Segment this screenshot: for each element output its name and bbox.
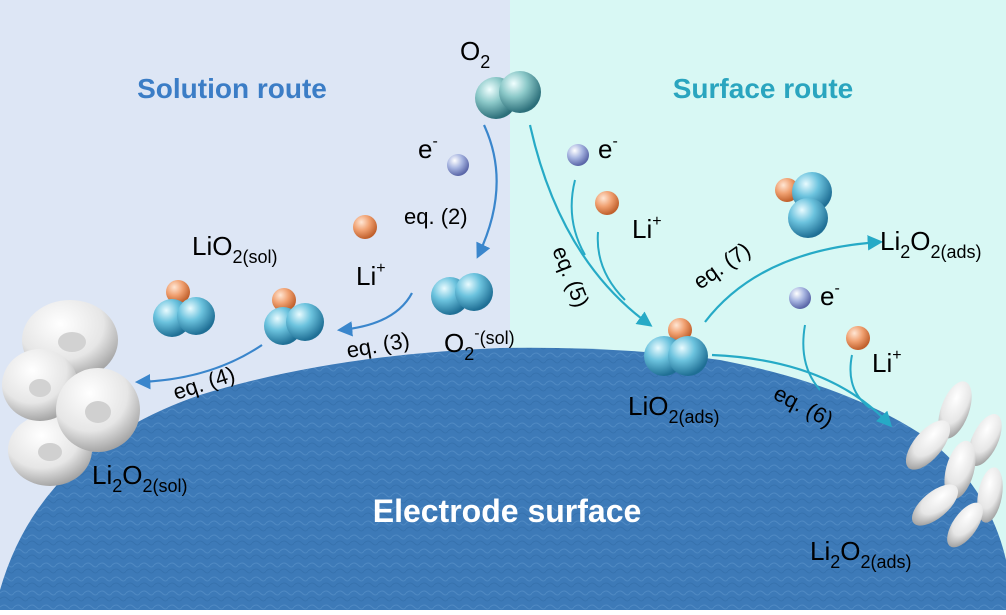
- lithium-ion-icon: [846, 326, 870, 350]
- li2o2-ads-particles-icon: [905, 381, 1003, 548]
- eq6-arrow: [711, 353, 893, 428]
- eq5-arrow: [528, 124, 653, 327]
- electron-label: e-: [598, 133, 618, 164]
- electrode-surface-label: Electrode surface: [373, 493, 642, 529]
- lithium-ion-icon: [353, 215, 377, 239]
- superoxide-molecule-icon: [431, 273, 493, 315]
- electron-icon: [567, 144, 589, 166]
- eq6-electron-path: [802, 324, 821, 391]
- li-plus-label: Li+: [356, 260, 386, 291]
- lio2-molecule-icon: [775, 172, 832, 238]
- eq6-lithium-path: [849, 354, 871, 409]
- electron-icon: [447, 154, 469, 176]
- li2o2-ads-label-bottom: Li2O2(ads): [810, 536, 912, 572]
- electron-icon: [789, 287, 811, 309]
- eq2-arrow: [476, 124, 498, 259]
- lio2-sol-molecule-icon: [264, 288, 324, 345]
- lio2-sol-label: LiO2(sol): [192, 231, 277, 267]
- li-plus-label: Li+: [632, 213, 662, 244]
- lio2-sol-molecule-icon: [153, 280, 215, 337]
- electron-label: e-: [820, 280, 840, 311]
- li-plus-label: Li+: [872, 347, 902, 378]
- solution-route-title: Solution route: [137, 73, 327, 104]
- o2-molecule-icon: [475, 71, 541, 119]
- surface-route-title: Surface route: [673, 73, 854, 104]
- li2o2-ads-label-top: Li2O2(ads): [880, 226, 982, 262]
- lithium-ion-icon: [595, 191, 619, 215]
- eq7-arrow: [704, 235, 884, 323]
- lio2-ads-molecule-icon: [644, 318, 708, 376]
- eq4-arrow: [134, 344, 263, 390]
- eq5-lithium-path: [596, 231, 626, 301]
- eq2-label: eq. (2): [404, 204, 468, 229]
- electron-label: e-: [418, 133, 438, 164]
- li2o2-sol-particles-icon: [2, 300, 140, 486]
- eq3-arrow: [336, 292, 413, 337]
- o2-label: O2: [460, 36, 490, 72]
- li2o2-sol-label: Li2O2(sol): [92, 460, 188, 496]
- lio2-ads-label: LiO2(ads): [628, 391, 720, 427]
- electrode-surface: [0, 347, 1006, 610]
- eq5-electron-path: [570, 179, 586, 256]
- o2-minus-sol-label: O2-(sol): [444, 325, 515, 364]
